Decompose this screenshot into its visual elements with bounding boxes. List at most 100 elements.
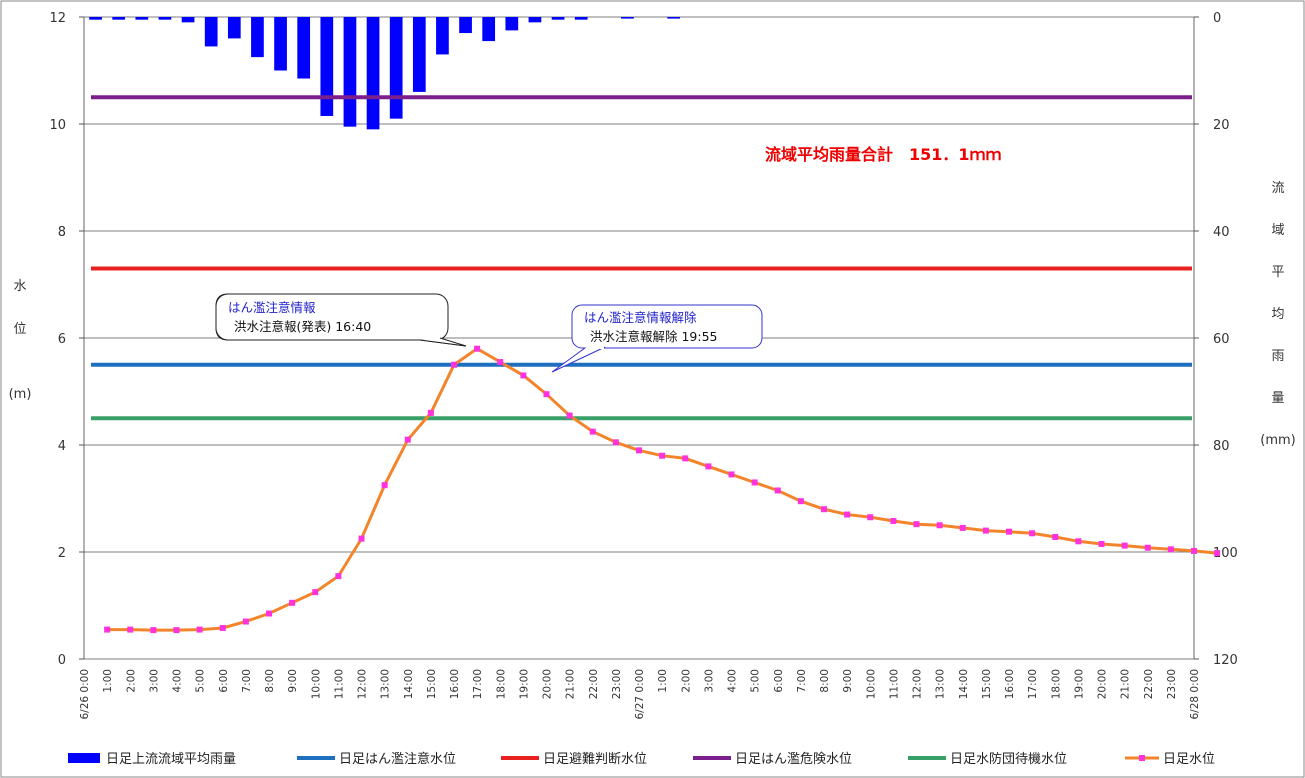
x-tick-label: 2:00 (125, 669, 137, 693)
callout-bubble (571, 304, 763, 349)
legend-label: 日足はん濫危険水位 (735, 752, 852, 767)
water-level-marker (1006, 528, 1012, 535)
legend-label: 日足水位 (1163, 752, 1215, 767)
water-level-marker (520, 372, 527, 379)
water-level-marker (1214, 550, 1221, 557)
rainfall-bar (251, 17, 264, 58)
water-level-line (107, 346, 1218, 632)
x-tick-label: 16:00 (1004, 669, 1016, 699)
rainfall-bar (320, 17, 334, 116)
rainfall-bar (181, 17, 195, 23)
right-axis-label: 均 (1271, 307, 1284, 322)
left-axis-label: 水 (13, 279, 26, 294)
x-tick-label: 11:00 (888, 669, 900, 699)
left-tick-label: 12 (49, 11, 66, 26)
water-level-marker (404, 436, 411, 443)
x-tick-label: 22:00 (588, 669, 600, 699)
x-tick-label: 15:00 (426, 669, 438, 699)
rainfall-bar (667, 17, 681, 19)
water-level-marker (797, 498, 804, 505)
rainfall-bar (505, 17, 519, 31)
x-tick-label: 10:00 (865, 669, 877, 699)
x-tick-label: 20:00 (1097, 669, 1109, 699)
rainfall-bar (158, 17, 172, 20)
x-tick-label: 23:00 (1166, 669, 1178, 699)
right-tick-label: 100 (1213, 546, 1238, 561)
water-level-marker (312, 589, 319, 596)
x-tick-label: 13:00 (935, 669, 947, 699)
left-tick-label: 8 (58, 225, 66, 240)
water-level-marker (335, 573, 342, 580)
x-tick-label: 9:00 (287, 669, 299, 693)
x-tick-label: 6/28 0:00 (1189, 669, 1201, 720)
legend-label: 日足はん濫注意水位 (339, 751, 456, 767)
x-tick-label: 18:00 (1050, 669, 1062, 699)
callout-title: はん濫注意情報解除 (584, 310, 697, 325)
x-tick-label: 3:00 (148, 669, 160, 693)
rainfall-bar (343, 17, 357, 127)
water-level-marker (844, 511, 851, 518)
water-level-marker (959, 524, 966, 531)
legend-label: 日足水防団待機水位 (950, 751, 1067, 767)
x-tick-label: 8:00 (264, 669, 276, 693)
water-level-marker (1075, 538, 1082, 545)
x-tick-label: 3:00 (703, 669, 715, 693)
callout-bubble (215, 293, 449, 341)
right-tick-label: 120 (1213, 653, 1238, 668)
water-level-marker (867, 514, 874, 521)
water-level-marker (427, 409, 434, 416)
right-tick-label: 60 (1213, 332, 1230, 347)
water-level-marker (1121, 542, 1128, 549)
left-tick-label: 6 (58, 332, 66, 347)
x-tick-label: 17:00 (472, 669, 484, 699)
left-tick-label: 4 (58, 439, 66, 454)
water-level-marker (1167, 546, 1174, 553)
water-level-marker (196, 626, 203, 633)
rainfall-bar (412, 17, 426, 92)
x-tick-label: 6:00 (218, 669, 230, 693)
rainfall-bar (574, 17, 588, 20)
water-level-marker (1191, 547, 1197, 554)
water-level-marker (150, 627, 157, 634)
x-tick-label: 7:00 (241, 669, 253, 693)
water-level-marker (982, 527, 989, 534)
water-level-marker (728, 471, 735, 478)
x-tick-label: 16:00 (449, 669, 461, 699)
water-level-marker (289, 599, 296, 606)
x-tick-label: 12:00 (912, 669, 924, 699)
x-tick-label: 6/26 0:00 (79, 669, 91, 720)
water-level-marker (936, 522, 943, 529)
x-tick-label: 12:00 (357, 669, 369, 699)
water-level-marker (381, 482, 388, 489)
callout-title: はん濫注意情報 (228, 300, 316, 315)
right-axis-label: 流 (1271, 181, 1284, 196)
x-tick-label: 2:00 (680, 669, 692, 693)
x-tick-label: 4:00 (727, 669, 739, 693)
callout-text: 洪水注意報解除 19:55 (590, 329, 718, 344)
x-tick-label: 22:00 (1143, 669, 1155, 699)
left-tick-label: 2 (58, 546, 66, 561)
callout-pointer-mask (586, 345, 604, 349)
water-level-marker (543, 391, 550, 398)
x-tick-label: 19:00 (518, 669, 530, 699)
water-level-marker (1144, 544, 1151, 551)
water-level-marker (127, 626, 134, 633)
rainfall-bar (297, 17, 311, 79)
rainfall-bar (436, 17, 449, 55)
x-tick-label: 21:00 (1120, 669, 1132, 699)
x-tick-label: 6:00 (773, 669, 785, 693)
left-tick-label: 10 (49, 118, 66, 133)
x-tick-label: 19:00 (1073, 669, 1085, 699)
x-tick-label: 13:00 (380, 669, 392, 699)
water-level-marker (705, 463, 712, 470)
water-level-marker (612, 439, 619, 446)
x-tick-label: 5:00 (750, 669, 762, 693)
x-tick-label: 17:00 (1027, 669, 1039, 699)
water-level-marker (659, 452, 666, 459)
rainfall-bar (528, 17, 542, 23)
rainfall-bar (366, 17, 380, 130)
water-level-marker (451, 361, 457, 368)
water-level-marker (173, 627, 180, 634)
water-level-marker (1052, 534, 1059, 541)
water-level-marker (497, 359, 504, 366)
